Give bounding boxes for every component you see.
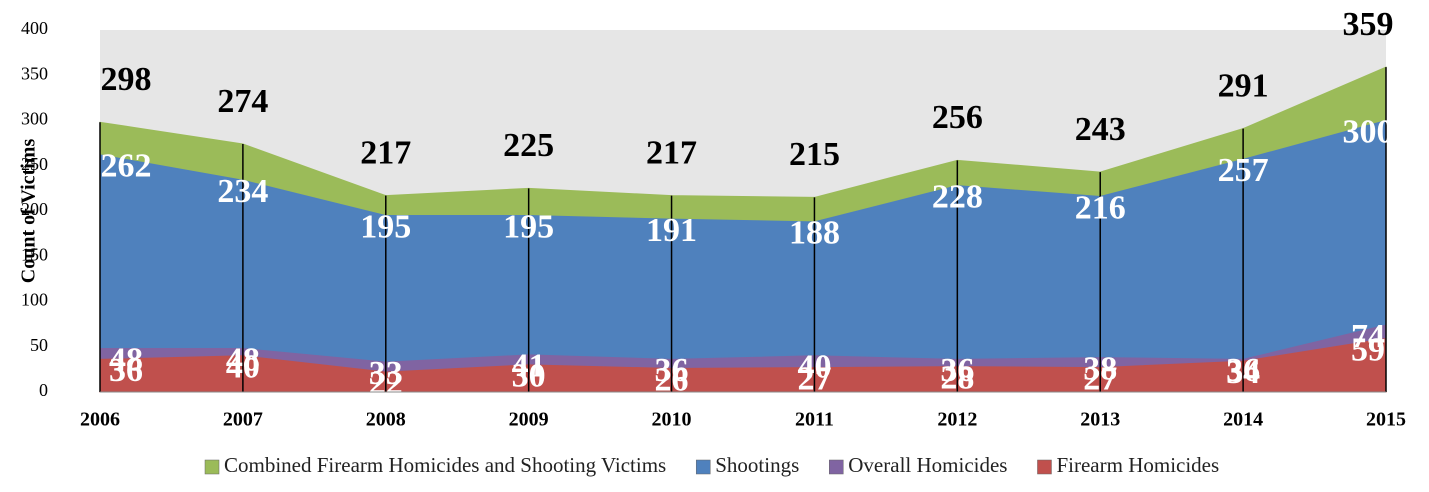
data-label: 27 — [1083, 360, 1117, 397]
y-axis-label: Count of Victims — [18, 139, 40, 284]
x-tick-label: 2012 — [937, 409, 977, 431]
data-label: 38 — [1083, 350, 1117, 387]
data-label: 34 — [1226, 354, 1260, 391]
x-tick-label: 2006 — [80, 409, 120, 431]
data-label: 228 — [932, 178, 983, 215]
x-tick-label: 2015 — [1366, 409, 1406, 431]
data-label: 36 — [109, 352, 143, 389]
legend-label: Shootings — [715, 453, 799, 477]
legend-label: Combined Firearm Homicides and Shooting … — [224, 453, 666, 477]
data-label: 74 — [1351, 318, 1385, 355]
data-label: 216 — [1075, 189, 1126, 226]
data-label: 33 — [369, 355, 403, 392]
data-label: 41 — [512, 348, 546, 385]
data-label: 48 — [226, 341, 260, 378]
x-tick-label: 2009 — [509, 409, 549, 431]
legend-swatch — [829, 459, 844, 475]
x-tick-label: 2010 — [652, 409, 692, 431]
y-tick-label: 350 — [21, 63, 48, 83]
data-label: 195 — [503, 208, 554, 245]
legend-swatch — [695, 459, 711, 475]
y-tick-label: 250 — [21, 154, 48, 174]
data-label: 359 — [1343, 6, 1394, 43]
data-label: 26 — [655, 361, 689, 398]
data-label: 27 — [797, 360, 831, 397]
data-label: 188 — [789, 215, 840, 252]
data-label: 257 — [1218, 152, 1269, 189]
data-label: 36 — [1226, 352, 1260, 389]
data-label: 191 — [646, 212, 697, 249]
data-label: 217 — [646, 134, 697, 171]
data-label: 36 — [940, 352, 974, 389]
x-tick-label: 2007 — [223, 409, 263, 431]
data-label: 30 — [512, 358, 546, 395]
data-label: 243 — [1075, 111, 1126, 148]
x-tick-label: 2008 — [366, 409, 406, 431]
data-label: 217 — [360, 134, 411, 171]
data-label: 40 — [226, 349, 260, 386]
data-label: 36 — [655, 352, 689, 389]
y-tick-label: 50 — [30, 335, 48, 355]
data-label: 298 — [101, 61, 152, 98]
data-label: 195 — [360, 208, 411, 245]
data-label: 274 — [217, 83, 268, 120]
legend-swatch — [1037, 459, 1052, 475]
data-label: 48 — [109, 341, 143, 378]
data-label: 40 — [797, 349, 831, 386]
data-label: 28 — [940, 359, 974, 396]
data-label: 262 — [101, 148, 152, 185]
y-tick-label: 0 — [39, 380, 48, 400]
legend-label: Firearm Homicides — [1056, 453, 1219, 477]
x-tick-label: 2014 — [1223, 409, 1263, 431]
data-label: 59 — [1351, 331, 1385, 368]
legend-label: Overall Homicides — [848, 453, 1007, 477]
y-tick-label: 150 — [21, 244, 48, 264]
data-label: 300 — [1343, 113, 1394, 150]
data-label: 291 — [1218, 67, 1269, 104]
data-label: 22 — [369, 365, 403, 402]
y-tick-label: 200 — [21, 199, 48, 219]
y-tick-label: 100 — [21, 290, 48, 310]
x-tick-label: 2013 — [1080, 409, 1120, 431]
y-tick-label: 400 — [21, 18, 48, 38]
x-tick-label: 2011 — [795, 409, 834, 431]
data-label: 234 — [217, 173, 268, 210]
data-label: 215 — [789, 136, 840, 173]
legend-swatch — [204, 459, 220, 475]
data-label: 256 — [932, 99, 983, 136]
y-tick-label: 300 — [21, 109, 48, 129]
data-label: 225 — [503, 127, 554, 164]
